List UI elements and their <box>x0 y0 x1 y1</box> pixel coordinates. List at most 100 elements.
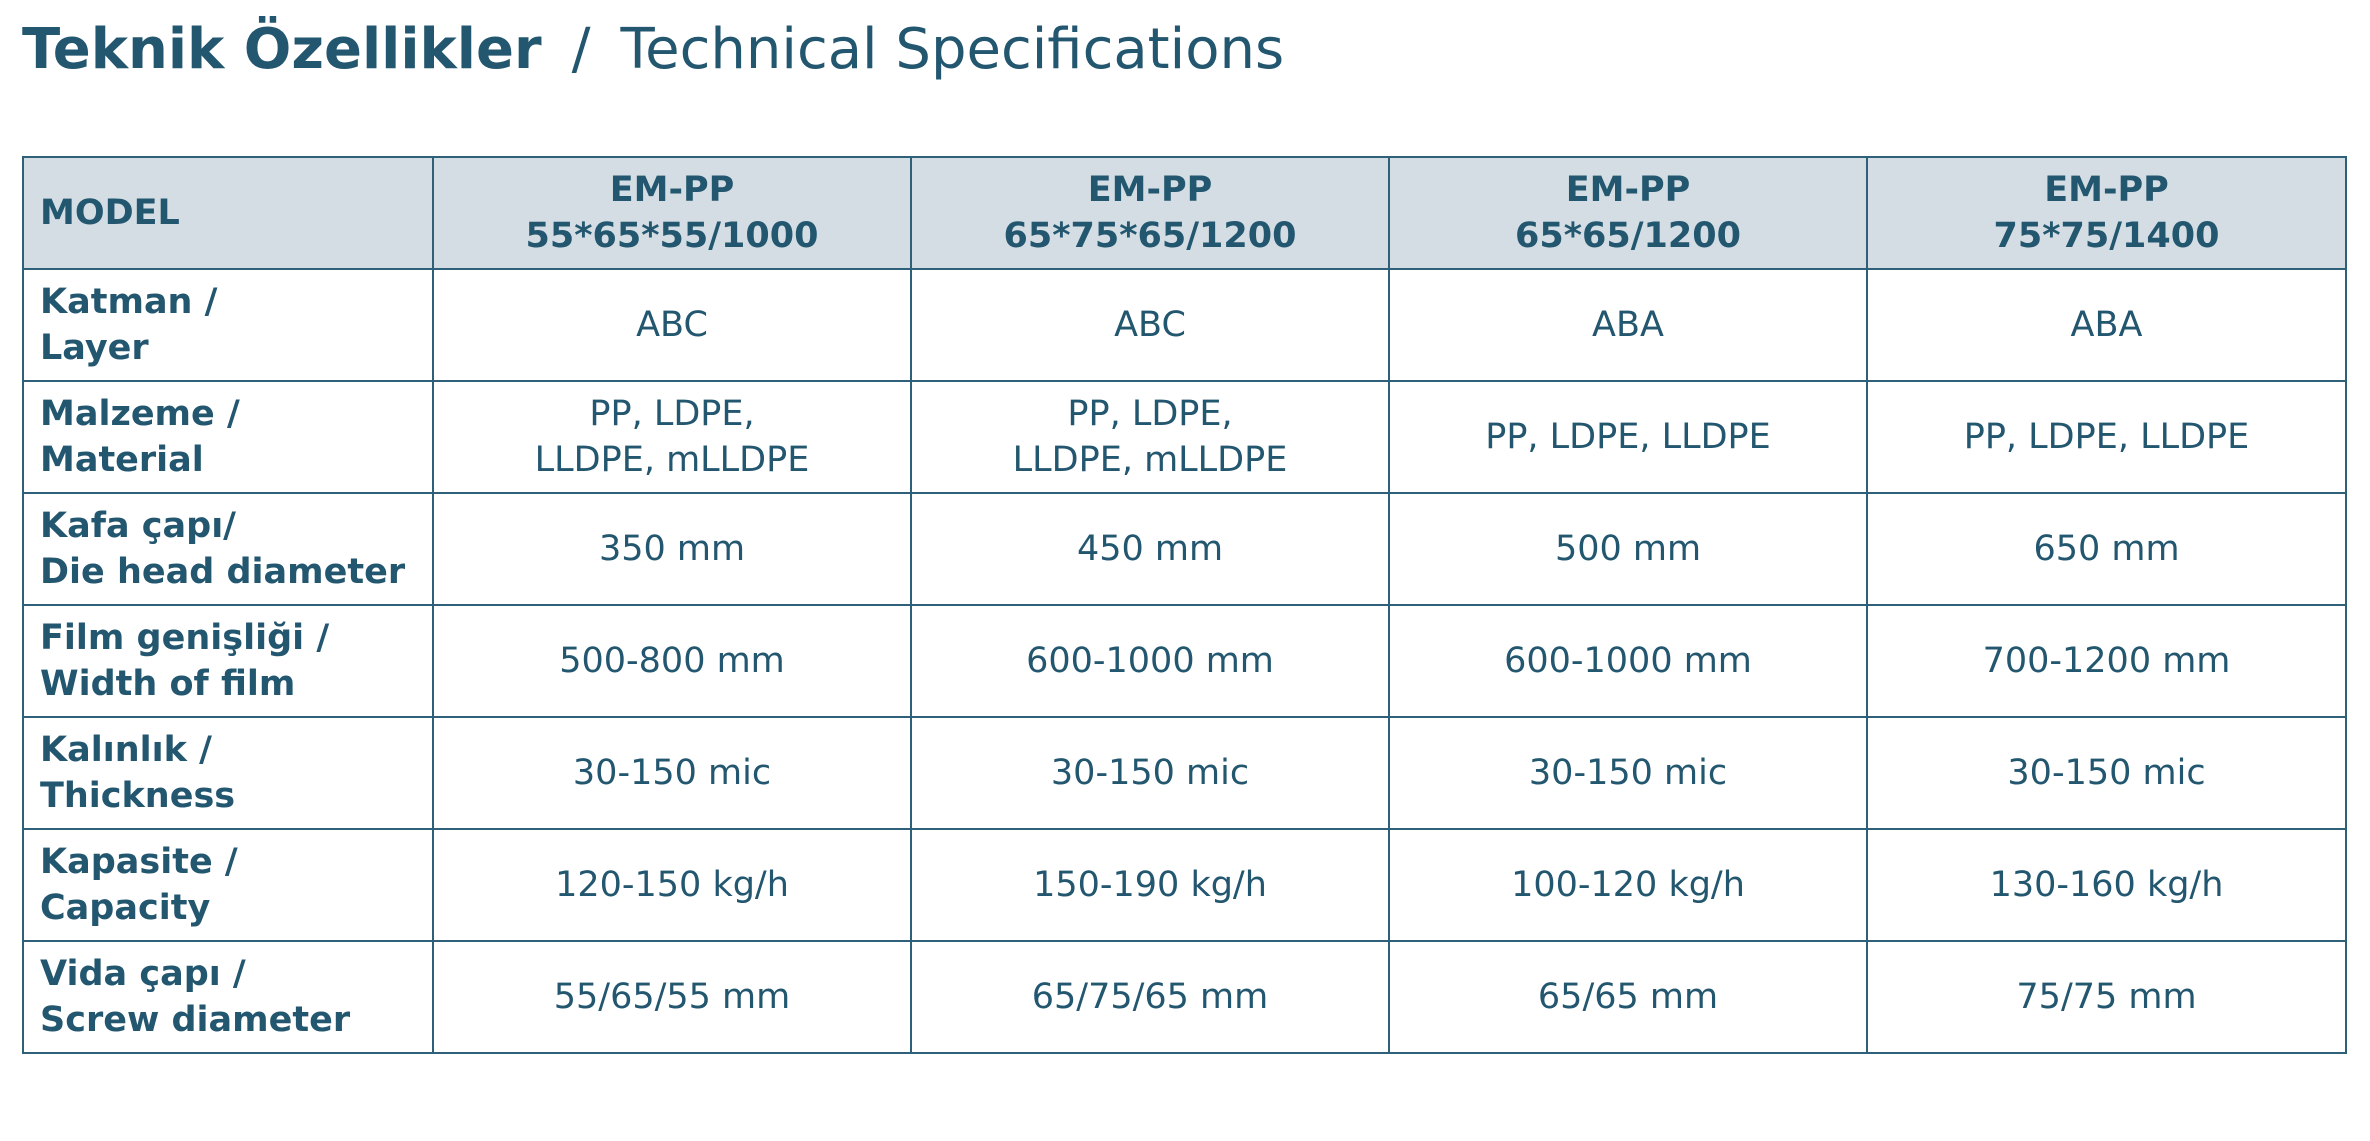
value-cell: 75/75 mm <box>1866 940 2347 1054</box>
model-code-line: 55*65*55/1000 <box>525 216 819 256</box>
model-name-line: EM-PP <box>609 170 735 210</box>
cell-value-line: 30-150 mic <box>2007 753 2206 793</box>
value-cell: 30-150 mic <box>432 716 912 830</box>
value-cell: 150-190 kg/h <box>910 828 1390 942</box>
cell-value-line: 30-150 mic <box>1528 753 1728 793</box>
cell-value-line: ABC <box>1114 305 1186 345</box>
cell-value-line: 350 mm <box>598 529 746 569</box>
cell-value-line: 500 mm <box>1554 529 1702 569</box>
table-row: Kapasite / Capacity 120-150 kg/h 150-190 kg… <box>22 828 2347 942</box>
cell-value-line: 30-150 mic <box>572 753 772 793</box>
cell-value-line: 150-190 kg/h <box>1033 865 1267 905</box>
cell-value-line: LLDPE, mLLDPE <box>1012 440 1288 480</box>
value-cell: 55/65/55 mm <box>432 940 912 1054</box>
row-label-english: Screw diameter <box>40 1000 351 1040</box>
value-cell: PP, LDPE, LLDPE, mLLDPE <box>432 380 912 494</box>
model-name-line: EM-PP <box>1087 170 1213 210</box>
specifications-body: Katman / Layer ABC ABC ABA ABA Malzeme / Materi… <box>22 268 2347 1054</box>
row-label-english: Layer <box>40 328 149 368</box>
cell-value-line: ABA <box>1592 305 1664 345</box>
cell-value-line: PP, LDPE, LLDPE <box>1963 417 2250 457</box>
row-label-cell: Katman / Layer <box>22 268 434 382</box>
value-cell: 30-150 mic <box>1388 716 1868 830</box>
model-name-line: EM-PP <box>1565 170 1691 210</box>
cell-value-line: PP, LDPE, LLDPE <box>1485 417 1771 457</box>
cell-value-line: 700-1200 mm <box>1982 641 2231 681</box>
value-cell: 130-160 kg/h <box>1866 828 2347 942</box>
value-cell: ABA <box>1866 268 2347 382</box>
model-code-line: 65*65/1200 <box>1515 216 1741 256</box>
row-label-turkish: Vida çapı / <box>40 954 246 994</box>
row-label-cell: Film genişliği / Width of film <box>22 604 434 718</box>
table-row: Vida çapı / Screw diameter 55/65/55 mm 65/7… <box>22 940 2347 1054</box>
model-name-line: EM-PP <box>2044 170 2169 210</box>
row-label-cell: Kalınlık / Thickness <box>22 716 434 830</box>
row-label-english: Thickness <box>40 776 236 816</box>
value-cell: 100-120 kg/h <box>1388 828 1868 942</box>
cell-value-line: ABC <box>636 305 708 345</box>
value-cell: ABC <box>910 268 1390 382</box>
cell-value-line: 120-150 kg/h <box>555 865 789 905</box>
cell-value-line: 600-1000 mm <box>1504 641 1752 681</box>
cell-value-line: 600-1000 mm <box>1026 641 1274 681</box>
table-header-row: MODEL EM-PP 55*65*55/1000 EM-PP 65*75*65… <box>22 156 2347 270</box>
row-label-cell: Kapasite / Capacity <box>22 828 434 942</box>
value-cell: 30-150 mic <box>1866 716 2347 830</box>
cell-value-line: 100-120 kg/h <box>1511 865 1745 905</box>
cell-value-line: 650 mm <box>2033 529 2180 569</box>
table-row: Kafa çapı/Die head diameter 350 mm 450 mm 5… <box>22 492 2347 606</box>
page-title: Teknik Özellikler / Technical Specificatio… <box>22 12 1284 88</box>
value-cell: PP, LDPE, LLDPE <box>1866 380 2347 494</box>
cell-value-line: 55/65/55 mm <box>553 977 791 1017</box>
cell-value-line: PP, LDPE, <box>589 394 755 434</box>
cell-value-line: 130-160 kg/h <box>1989 865 2224 905</box>
model-code-line: 65*75*65/1200 <box>1003 216 1297 256</box>
cell-value-line: 65/75/65 mm <box>1031 977 1269 1017</box>
row-label-turkish: Kalınlık / <box>40 730 212 770</box>
row-label-turkish: Malzeme / <box>40 394 240 434</box>
cell-value-line: 65/65 mm <box>1537 977 1719 1017</box>
value-cell: 700-1200 mm <box>1866 604 2347 718</box>
cell-value-line: PP, LDPE, <box>1067 394 1233 434</box>
specifications-table: MODEL EM-PP 55*65*55/1000 EM-PP 65*75*65… <box>22 156 2347 1054</box>
title-turkish: Teknik Özellikler <box>22 17 542 82</box>
row-label-turkish: Kafa çapı/ <box>40 506 236 546</box>
value-cell: 350 mm <box>432 492 912 606</box>
table-row: Film genişliği / Width of film 500-800 mm 6… <box>22 604 2347 718</box>
model-code-line: 75*75/1400 <box>1993 216 2220 256</box>
row-label-turkish: Kapasite / <box>40 842 238 882</box>
row-label-cell: Malzeme / Material <box>22 380 434 494</box>
row-label-cell: Vida çapı / Screw diameter <box>22 940 434 1054</box>
row-label-english: Material <box>40 440 204 480</box>
value-cell: 65/75/65 mm <box>910 940 1390 1054</box>
value-cell: PP, LDPE, LLDPE <box>1388 380 1868 494</box>
value-cell: 650 mm <box>1866 492 2347 606</box>
title-english: Technical Specifications <box>620 17 1285 82</box>
row-label-english: Capacity <box>40 888 211 928</box>
model-header-cell: EM-PP 55*65*55/1000 <box>432 156 912 270</box>
cell-value-line: 75/75 mm <box>2016 977 2197 1017</box>
model-header-cell: EM-PP 65*65/1200 <box>1388 156 1868 270</box>
title-separator: / <box>571 17 591 82</box>
value-cell: ABA <box>1388 268 1868 382</box>
model-header-cell: EM-PP 75*75/1400 <box>1866 156 2347 270</box>
row-label-english: Die head diameter <box>40 552 406 592</box>
row-label-turkish: Katman / <box>40 282 218 322</box>
model-header-cell: EM-PP 65*75*65/1200 <box>910 156 1390 270</box>
table-row: Malzeme / Material PP, LDPE, LLDPE, mLLDPE P… <box>22 380 2347 494</box>
value-cell: 30-150 mic <box>910 716 1390 830</box>
cell-value-line: 500-800 mm <box>559 641 785 681</box>
value-cell: 500 mm <box>1388 492 1868 606</box>
value-cell: 120-150 kg/h <box>432 828 912 942</box>
table-row: Katman / Layer ABC ABC ABA ABA <box>22 268 2347 382</box>
value-cell: 450 mm <box>910 492 1390 606</box>
value-cell: 65/65 mm <box>1388 940 1868 1054</box>
value-cell: 600-1000 mm <box>1388 604 1868 718</box>
value-cell: 500-800 mm <box>432 604 912 718</box>
cell-value-line: ABA <box>2070 305 2143 345</box>
row-label-turkish: Film genişliği / <box>40 618 330 658</box>
table-row: Kalınlık / Thickness 30-150 mic 30-150 mic 3… <box>22 716 2347 830</box>
cell-value-line: 450 mm <box>1076 529 1224 569</box>
cell-value-line: LLDPE, mLLDPE <box>534 440 810 480</box>
row-label-cell: Kafa çapı/Die head diameter <box>22 492 434 606</box>
